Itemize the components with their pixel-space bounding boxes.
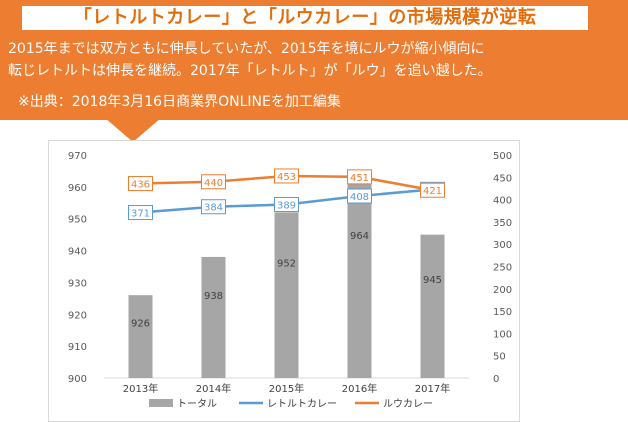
right-axis-tick-label: 100 [493, 329, 512, 340]
bar-total [201, 256, 226, 378]
x-axis-category-label: 2017年 [415, 382, 450, 395]
right-axis-tick-label: 350 [493, 218, 512, 229]
bar-data-label: 945 [423, 275, 442, 286]
left-axis-tick-label: 920 [68, 310, 87, 321]
line-data-label-box [420, 182, 445, 198]
line-data-label-box [274, 168, 299, 184]
summary-line-2: 転じレトルトは伸長を継続。2017年「レトルト」が「ルウ」を追い越した。 [8, 63, 492, 79]
line-data-label-box [128, 176, 153, 192]
line-data-label: 453 [277, 172, 296, 183]
bar-data-label: 926 [131, 318, 150, 329]
left-axis-tick-label: 970 [68, 151, 87, 162]
line-data-label-box [201, 174, 226, 190]
bar-data-label: 952 [277, 259, 296, 270]
line-data-label: 421 [423, 186, 442, 197]
line-data-label-box [347, 169, 372, 185]
bar-total [128, 295, 153, 378]
right-axis-tick-label: 250 [493, 263, 512, 274]
legend-label: ルウカレー [383, 398, 433, 410]
line-data-label: 389 [277, 201, 296, 212]
legend-label: レトルトカレー [267, 398, 337, 410]
right-axis-tick-label: 300 [493, 240, 512, 251]
line-data-label: 408 [350, 192, 369, 203]
x-axis-category-label: 2013年 [123, 382, 158, 395]
left-axis-tick-label: 910 [68, 342, 87, 353]
legend-label: トータル [177, 398, 217, 410]
bar-total [274, 212, 299, 378]
bar-total [420, 234, 445, 378]
line-data-label: 436 [131, 180, 150, 191]
line-data-label-box [201, 199, 226, 215]
legend-swatch-total [149, 399, 173, 407]
line-data-label: 371 [131, 209, 150, 220]
combo-chart: 9709609509409309209109005004504003503002… [68, 151, 512, 410]
line-data-label: 451 [350, 173, 369, 184]
right-axis-tick-label: 50 [493, 352, 506, 363]
right-axis-tick-label: 500 [493, 151, 512, 162]
bar-total [347, 174, 372, 378]
summary-line-1: 2015年までは双方ともに伸長していたが、2015年を境にルウが縮小傾向に [8, 41, 485, 57]
x-axis-category-label: 2015年 [269, 382, 304, 395]
source-note: ※出典：2018年3月16日商業界ONLINEを加工編集 [18, 94, 341, 110]
right-axis-tick-label: 450 [493, 173, 512, 184]
bar-data-label: 964 [350, 231, 369, 242]
banner-pointer [105, 118, 161, 142]
summary-text: 2015年までは双方ともに伸長していたが、2015年を境にルウが縮小傾向に 転じ… [8, 38, 624, 82]
chart-frame: 970 960 950 940 930 920 910 900 500 450 400 350 300 2… [48, 140, 520, 422]
right-axis-tick-label: 200 [493, 285, 512, 296]
left-axis-tick-label: 900 [68, 374, 87, 385]
left-axis-tick-label: 960 [68, 183, 87, 194]
x-axis-category-label: 2016年 [342, 382, 377, 395]
line-data-label: 384 [204, 203, 223, 214]
line-data-label-box [274, 197, 299, 213]
left-axis-tick-label: 930 [68, 278, 87, 289]
page-title: 「レトルトカレー」と「ルウカレー」の市場規模が逆転 [22, 6, 588, 30]
left-axis-tick-label: 940 [68, 247, 87, 258]
right-axis-tick-label: 400 [493, 196, 512, 207]
left-axis-tick-label: 950 [68, 215, 87, 226]
line-data-label-box [347, 188, 372, 204]
right-axis-tick-label: 150 [493, 307, 512, 318]
bar-data-label: 938 [204, 291, 223, 302]
line-data-label-box [128, 205, 153, 221]
right-axis-tick-label: 0 [493, 374, 499, 385]
x-axis-category-label: 2014年 [196, 382, 231, 395]
line-data-label: 440 [204, 178, 223, 189]
